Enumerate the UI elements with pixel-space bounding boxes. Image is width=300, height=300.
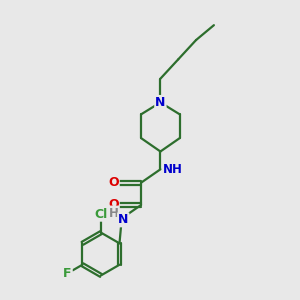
Text: H: H	[109, 206, 118, 220]
Text: O: O	[108, 176, 119, 189]
Text: N: N	[118, 213, 128, 226]
Text: NH: NH	[163, 163, 183, 176]
Text: F: F	[63, 267, 72, 280]
Text: N: N	[155, 96, 166, 109]
Text: Cl: Cl	[94, 208, 108, 221]
Text: O: O	[108, 199, 119, 212]
